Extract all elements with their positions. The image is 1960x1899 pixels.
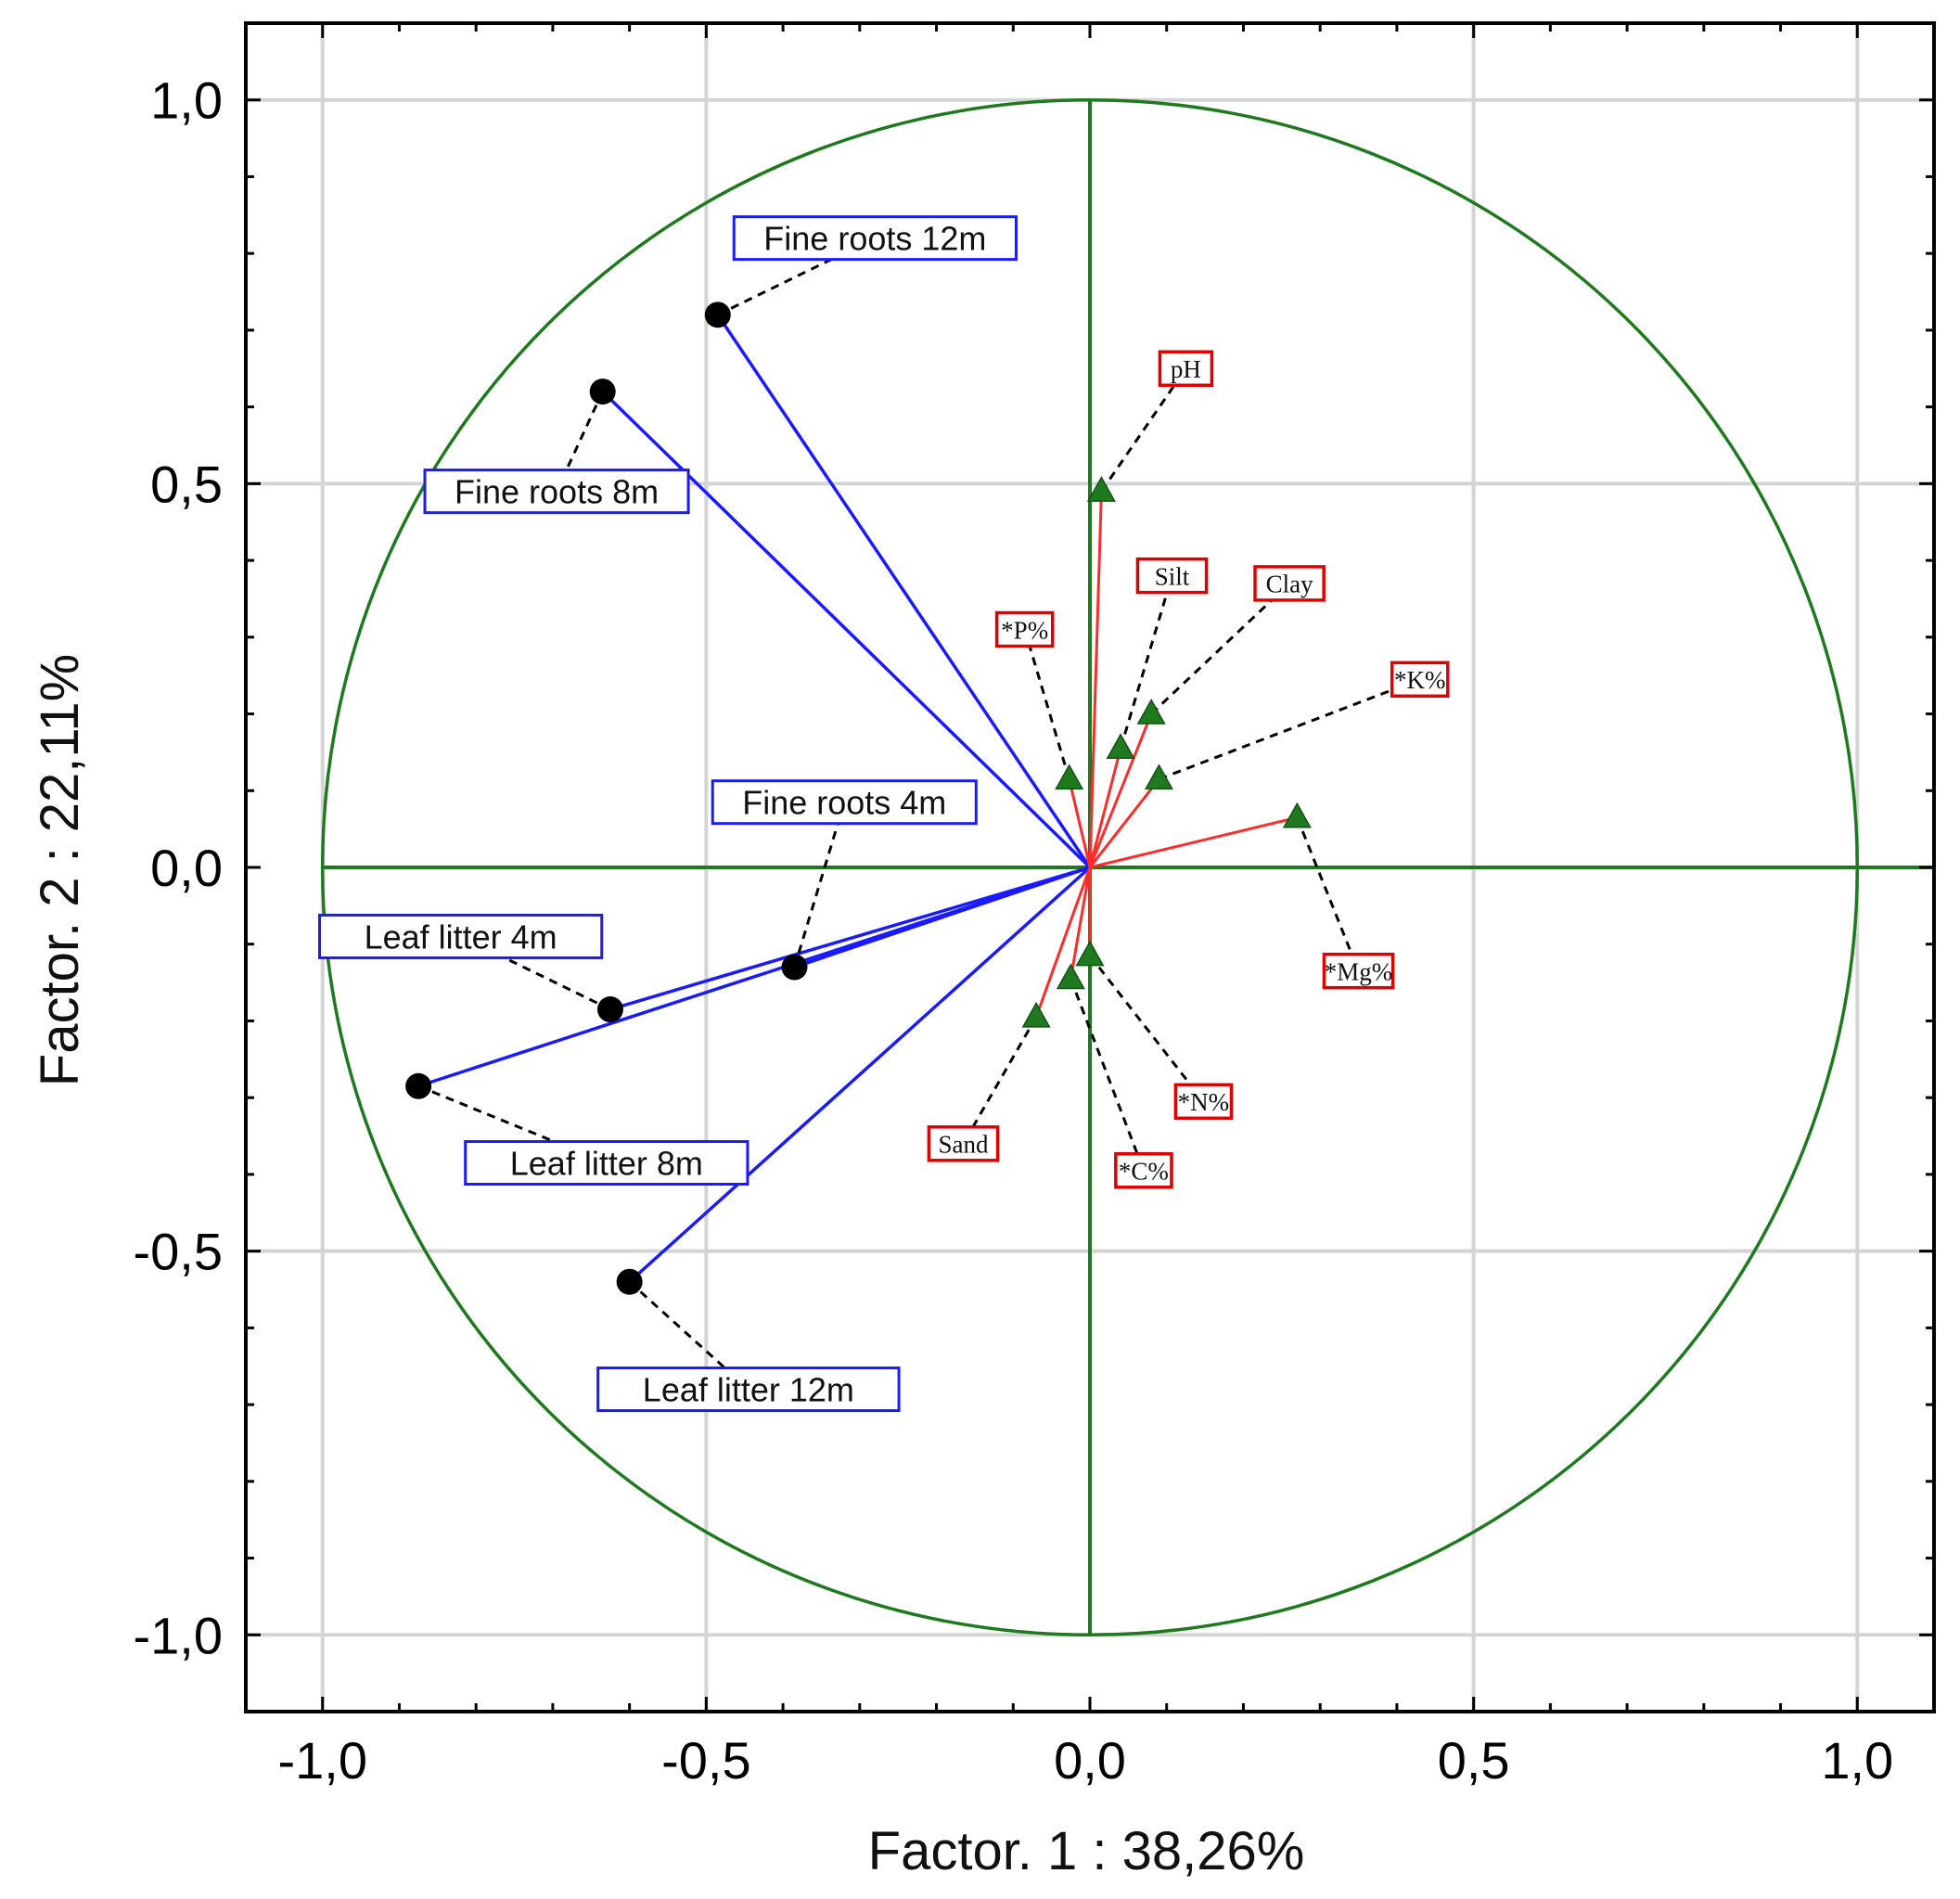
leader-line-leaf-litter-4m (504, 956, 611, 1011)
leader-line-fine-roots-4m (793, 823, 839, 968)
tick-marks (244, 21, 1936, 1713)
point-p (1055, 763, 1084, 790)
x-tick-label: -1,0 (277, 1731, 367, 1790)
label-fine-roots-12m: Fine roots 12m (763, 220, 986, 258)
label-mg: *Mg% (1325, 957, 1393, 985)
label-box-fine-roots-12m (732, 215, 1018, 262)
point-n (1075, 940, 1105, 967)
leader-line-ph (1100, 384, 1176, 493)
label-fine-roots-4m: Fine roots 4m (742, 784, 946, 822)
point-ph (1086, 476, 1116, 502)
vector-ph (1088, 491, 1103, 868)
vector-leaf-litter-4m (609, 866, 1091, 1011)
label-box-mg (1322, 952, 1395, 990)
point-clay (1136, 699, 1166, 725)
label-box-silt (1135, 557, 1209, 595)
leader-line-n (1088, 955, 1192, 1086)
vector-k (1088, 777, 1160, 868)
y-tick-label: 0,5 (150, 455, 223, 513)
label-box-leaf-litter-12m (596, 1367, 901, 1413)
point-labels: Fine roots 12m Fine roots 8m Fine roots 4m… (318, 215, 1450, 1413)
vector-silt (1088, 748, 1122, 868)
vector-fine-roots-12m (716, 314, 1092, 868)
x-tick-label: 1,0 (1821, 1731, 1893, 1790)
label-fine-roots-8m: Fine roots 8m (455, 473, 659, 511)
y-tick-label: 1,0 (150, 71, 223, 130)
point-k (1144, 763, 1173, 790)
vector-leaf-litter-12m (628, 866, 1092, 1284)
x-tick-label: -0,5 (661, 1731, 751, 1790)
leader-line-p (1028, 646, 1071, 780)
leader-line-leaf-litter-12m (628, 1280, 726, 1369)
leader-line-k (1158, 688, 1393, 781)
zero-axes (322, 99, 1934, 1636)
x-axis-title: Factor. 1 : 38,26% (868, 1821, 1305, 1881)
label-box-sand (927, 1125, 1000, 1162)
label-leader-lines (417, 258, 1393, 1369)
y-tick-label: -0,5 (134, 1223, 224, 1281)
vector-mg (1089, 815, 1298, 869)
label-c: *C% (1119, 1157, 1169, 1185)
point-fine-roots-12m (704, 302, 731, 328)
y-axis-title: Factor. 2 : 22,11% (30, 654, 90, 1086)
label-box-leaf-litter-4m (318, 913, 604, 959)
label-clay: Clay (1266, 571, 1313, 598)
label-box-c (1114, 1152, 1173, 1189)
point-c (1056, 963, 1085, 990)
vector-leaf-litter-8m (417, 866, 1091, 1088)
label-silt: Silt (1155, 562, 1190, 590)
vector-sand (1034, 866, 1092, 1018)
leader-line-fine-roots-12m (717, 258, 832, 316)
label-p: *P% (1001, 616, 1048, 644)
label-box-fine-roots-4m (711, 779, 978, 826)
y-tick-label: 0,0 (150, 839, 223, 897)
label-leaf-litter-4m: Leaf litter 4m (365, 917, 557, 956)
x-tick-label: 0,0 (1054, 1731, 1126, 1790)
point-leaf-litter-4m (596, 996, 623, 1023)
label-box-p (994, 610, 1055, 648)
point-silt (1106, 733, 1135, 760)
leader-line-c (1069, 978, 1139, 1155)
leader-line-leaf-litter-8m (417, 1084, 556, 1143)
tick-labels: -1,0 -0,5 0,0 0,5 1,0 1,0 0,5 0,0 -0,5 -1,0 (134, 71, 1894, 1790)
label-leaf-litter-8m: Leaf litter 8m (510, 1144, 703, 1182)
point-leaf-litter-8m (405, 1072, 432, 1099)
vector-c (1069, 866, 1092, 980)
label-box-ph (1158, 350, 1214, 388)
label-ph: pH (1171, 355, 1201, 383)
label-sand: Sand (939, 1131, 990, 1159)
label-box-fine-roots-8m (423, 468, 690, 515)
leader-line-sand (971, 1016, 1038, 1128)
point-mg (1282, 802, 1312, 828)
point-leaf-litter-12m (616, 1268, 643, 1295)
label-k: *K% (1394, 666, 1446, 694)
point-fine-roots-4m (781, 954, 808, 981)
point-markers (405, 302, 1312, 1295)
label-leaf-litter-12m: Leaf litter 12m (643, 1371, 854, 1409)
label-n: *N% (1178, 1088, 1230, 1116)
point-fine-roots-8m (589, 379, 616, 405)
label-box-n (1173, 1083, 1234, 1121)
leader-line-silt (1119, 592, 1169, 750)
label-box-leaf-litter-8m (464, 1140, 749, 1186)
leader-line-mg (1295, 816, 1353, 956)
point-sand (1021, 1001, 1051, 1028)
label-box-clay (1253, 565, 1326, 602)
vector-p (1068, 778, 1092, 868)
x-tick-label: 0,5 (1438, 1731, 1510, 1790)
vector-clay (1088, 712, 1153, 868)
leader-line-clay (1150, 598, 1274, 715)
label-box-k (1390, 661, 1450, 699)
y-tick-label: -1,0 (134, 1606, 224, 1664)
